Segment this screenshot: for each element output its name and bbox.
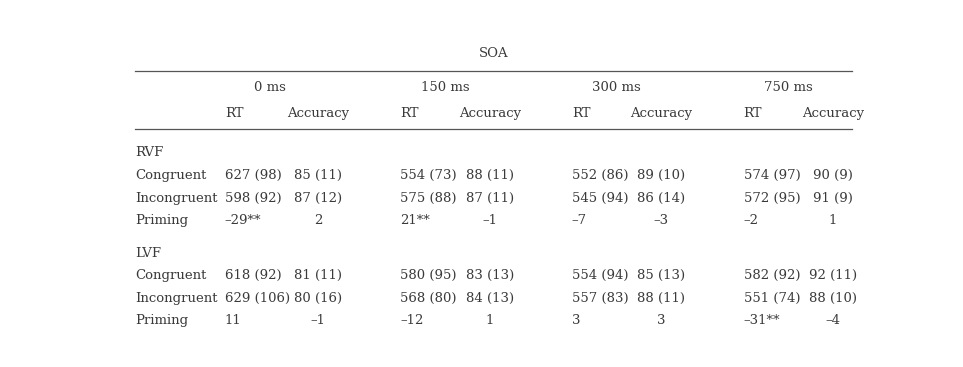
Text: –12: –12	[401, 314, 424, 327]
Text: Accuracy: Accuracy	[802, 107, 864, 120]
Text: 1: 1	[829, 214, 837, 227]
Text: 582 (92): 582 (92)	[743, 269, 800, 282]
Text: Incongruent: Incongruent	[136, 292, 218, 305]
Text: Incongruent: Incongruent	[136, 192, 218, 204]
Text: 81 (11): 81 (11)	[294, 269, 342, 282]
Text: 150 ms: 150 ms	[421, 81, 469, 94]
Text: 2: 2	[314, 214, 323, 227]
Text: LVF: LVF	[136, 247, 161, 260]
Text: 85 (11): 85 (11)	[294, 169, 342, 182]
Text: 554 (73): 554 (73)	[401, 169, 456, 182]
Text: 598 (92): 598 (92)	[225, 192, 281, 204]
Text: 750 ms: 750 ms	[764, 81, 813, 94]
Text: 87 (12): 87 (12)	[294, 192, 342, 204]
Text: –31**: –31**	[743, 314, 780, 327]
Text: Priming: Priming	[136, 214, 189, 227]
Text: 88 (11): 88 (11)	[638, 292, 686, 305]
Text: Accuracy: Accuracy	[287, 107, 350, 120]
Text: 0 ms: 0 ms	[253, 81, 286, 94]
Text: 545 (94): 545 (94)	[572, 192, 629, 204]
Text: RT: RT	[743, 107, 762, 120]
Text: 84 (13): 84 (13)	[466, 292, 514, 305]
Text: 574 (97): 574 (97)	[743, 169, 800, 182]
Text: 86 (14): 86 (14)	[638, 192, 686, 204]
Text: 552 (86): 552 (86)	[572, 169, 629, 182]
Text: 572 (95): 572 (95)	[743, 192, 800, 204]
Text: 554 (94): 554 (94)	[572, 269, 629, 282]
Text: 85 (13): 85 (13)	[638, 269, 686, 282]
Text: –3: –3	[654, 214, 669, 227]
Text: RT: RT	[225, 107, 244, 120]
Text: 90 (9): 90 (9)	[813, 169, 853, 182]
Text: 92 (11): 92 (11)	[809, 269, 857, 282]
Text: RT: RT	[401, 107, 419, 120]
Text: 557 (83): 557 (83)	[572, 292, 629, 305]
Text: 88 (11): 88 (11)	[466, 169, 514, 182]
Text: Congruent: Congruent	[136, 269, 207, 282]
Text: 1: 1	[485, 314, 494, 327]
Text: Accuracy: Accuracy	[631, 107, 692, 120]
Text: Accuracy: Accuracy	[458, 107, 521, 120]
Text: 575 (88): 575 (88)	[401, 192, 456, 204]
Text: 89 (10): 89 (10)	[638, 169, 686, 182]
Text: 88 (10): 88 (10)	[809, 292, 857, 305]
Text: 11: 11	[225, 314, 242, 327]
Text: –1: –1	[311, 314, 325, 327]
Text: –4: –4	[825, 314, 841, 327]
Text: 3: 3	[657, 314, 665, 327]
Text: –29**: –29**	[225, 214, 261, 227]
Text: –7: –7	[572, 214, 587, 227]
Text: 87 (11): 87 (11)	[466, 192, 514, 204]
Text: 551 (74): 551 (74)	[743, 292, 800, 305]
Text: 627 (98): 627 (98)	[225, 169, 281, 182]
Text: 21**: 21**	[401, 214, 430, 227]
Text: 580 (95): 580 (95)	[401, 269, 456, 282]
Text: 3: 3	[572, 314, 581, 327]
Text: –2: –2	[743, 214, 759, 227]
Text: 618 (92): 618 (92)	[225, 269, 281, 282]
Text: 568 (80): 568 (80)	[401, 292, 456, 305]
Text: 83 (13): 83 (13)	[466, 269, 514, 282]
Text: 91 (9): 91 (9)	[813, 192, 853, 204]
Text: Congruent: Congruent	[136, 169, 207, 182]
Text: 629 (106): 629 (106)	[225, 292, 290, 305]
Text: Priming: Priming	[136, 314, 189, 327]
Text: SOA: SOA	[479, 47, 508, 61]
Text: RVF: RVF	[136, 146, 164, 159]
Text: RT: RT	[572, 107, 590, 120]
Text: 300 ms: 300 ms	[592, 81, 641, 94]
Text: 80 (16): 80 (16)	[294, 292, 342, 305]
Text: –1: –1	[482, 214, 497, 227]
